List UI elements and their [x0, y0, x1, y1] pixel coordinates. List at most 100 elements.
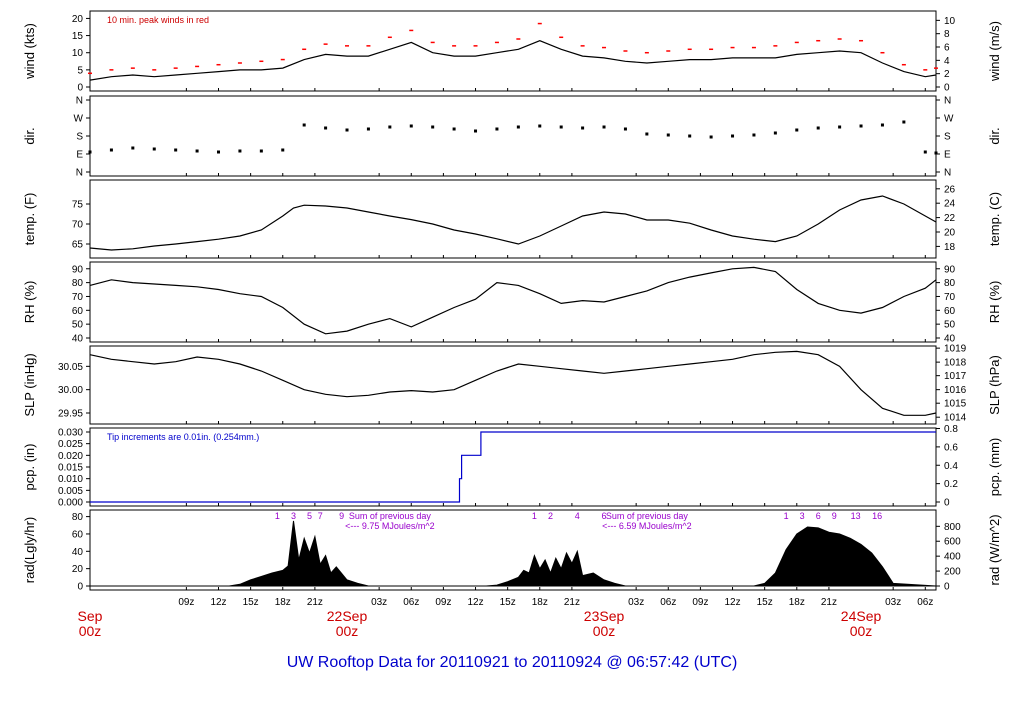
dir-point [324, 126, 328, 130]
left-tick-label: 0 [77, 83, 83, 94]
time-tick-label: 21z [307, 597, 323, 608]
left-tick-label: 20 [72, 14, 84, 25]
left-tick-label: 30.05 [58, 362, 83, 373]
right-axis-label: pcp. (mm) [987, 438, 1002, 497]
dir-point [773, 131, 777, 135]
time-tick-label: 12z [467, 597, 483, 608]
dir-point [366, 127, 370, 131]
dir-point [752, 133, 756, 137]
left-tick-label: 29.95 [58, 409, 83, 420]
dir-point [88, 150, 92, 154]
left-tick-label: 0.015 [58, 463, 83, 474]
left-tick-label: 15 [72, 31, 84, 42]
dir-point [409, 124, 413, 128]
left-tick-label: 60 [72, 529, 84, 540]
left-tick-label: 60 [72, 306, 84, 317]
right-tick-label: 0.6 [944, 442, 958, 453]
right-tick-label: 26 [944, 184, 956, 195]
right-tick-label: 200 [944, 567, 961, 578]
right-tick-label: 0.4 [944, 461, 958, 472]
right-tick-label: 1014 [944, 413, 967, 424]
panel-frame [89, 10, 937, 92]
left-tick-label: 90 [72, 264, 84, 275]
left-tick-label: 0.010 [58, 474, 83, 485]
right-tick-label: 70 [944, 292, 956, 303]
dir-point [731, 134, 735, 138]
right-tick-label: 1016 [944, 385, 967, 396]
right-tick-label: 50 [944, 320, 956, 331]
dir-point [645, 132, 649, 136]
left-tick-label: N [76, 168, 83, 179]
series-temp-line [89, 195, 937, 251]
right-tick-label: E [944, 150, 951, 161]
dir-point [174, 148, 178, 152]
dir-point [581, 126, 585, 130]
time-tick-label: 06z [403, 597, 419, 608]
chart-title: UW Rooftop Data for 20110921 to 20110924… [287, 654, 738, 671]
right-tick-label: 80 [944, 278, 956, 289]
left-axis-label: pcp. (in) [22, 444, 37, 491]
panel-frame [89, 179, 937, 259]
dir-point [345, 128, 349, 132]
dir-point [281, 148, 285, 152]
date-label: 24Sep [841, 608, 882, 624]
right-tick-label: 0 [944, 83, 950, 94]
panel-frame [89, 345, 937, 425]
left-axis-label: SLP (inHg) [22, 353, 37, 416]
dir-point [474, 129, 478, 133]
dir-point [516, 125, 520, 129]
right-tick-label: 90 [944, 264, 956, 275]
time-tick-label: 12z [724, 597, 740, 608]
right-axis-label: temp. (C) [987, 192, 1002, 246]
time-tick-label: 18z [275, 597, 291, 608]
time-tick-label: 21z [821, 597, 837, 608]
radiation-sum-line2: <--- 6.59 MJoules/m^2 [602, 521, 692, 531]
time-tick-label: 15z [243, 597, 259, 608]
dir-point [859, 124, 863, 128]
cloud-mark-label: 3 [800, 511, 805, 521]
cloud-mark-label: 1 [275, 511, 280, 521]
time-tick-label: 09z [435, 597, 451, 608]
right-tick-label: 8 [944, 29, 950, 40]
cloud-mark-label: 13 [851, 511, 861, 521]
dir-point [388, 125, 392, 129]
cloud-mark-label: 16 [872, 511, 882, 521]
time-tick-label: 06z [917, 597, 933, 608]
right-tick-label: S [944, 132, 951, 143]
dir-point [152, 147, 156, 151]
series-wind-line [89, 40, 937, 81]
cloud-mark-label: 6 [816, 511, 821, 521]
right-tick-label: N [944, 96, 951, 107]
left-tick-label: 0 [77, 582, 83, 593]
right-tick-label: 1018 [944, 358, 967, 369]
series-pcp-line [90, 431, 936, 503]
dir-point [259, 149, 263, 153]
left-tick-label: 40 [72, 334, 84, 345]
panel-annotation: Tip increments are 0.01in. (0.254mm.) [107, 432, 259, 442]
right-tick-label: 18 [944, 242, 956, 253]
dir-point [495, 127, 499, 131]
left-tick-label: 65 [72, 240, 84, 251]
right-axis-label: rad (W/m^2) [987, 514, 1002, 585]
cloud-mark-label: 2 [548, 511, 553, 521]
time-tick-label: 21z [564, 597, 580, 608]
dir-point [217, 150, 221, 154]
left-tick-label: 75 [72, 200, 84, 211]
left-tick-label: S [76, 132, 83, 143]
right-tick-label: 10 [944, 16, 956, 27]
dir-point [666, 133, 670, 137]
right-tick-label: 4 [944, 56, 950, 67]
left-tick-label: 30.00 [58, 385, 83, 396]
left-axis-label: rad(Lgly/hr) [22, 517, 37, 583]
panel-wind: 0 5 10 15 20 0 2 4 6 8 10 wind (kts) wind (m/s) 10 mi… [22, 10, 1002, 94]
right-tick-label: W [944, 114, 954, 125]
right-tick-label: 400 [944, 552, 961, 563]
left-axis-label: dir. [22, 127, 37, 144]
panel-temp: 65 70 75 18 20 22 24 26 temp. (F) temp. (C) [22, 179, 1002, 259]
left-tick-label: 0.005 [58, 486, 83, 497]
right-tick-label: 0.8 [944, 424, 958, 435]
